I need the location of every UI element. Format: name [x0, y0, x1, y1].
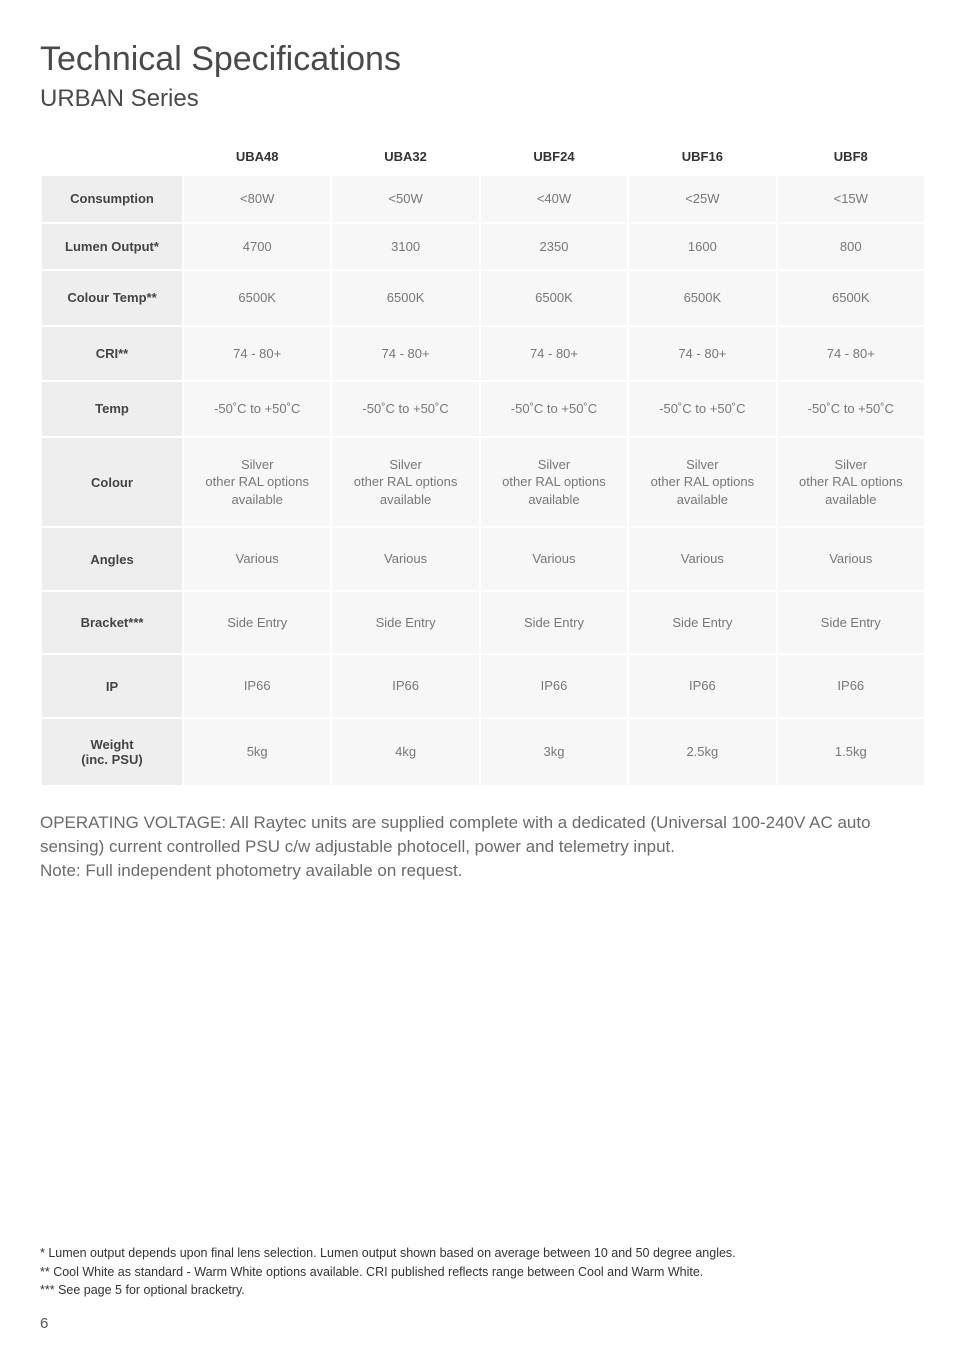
table-cell: IP66 [332, 655, 478, 717]
column-header: UBF8 [778, 139, 924, 174]
footnotes: * Lumen output depends upon final lens s… [40, 1244, 926, 1300]
table-cell: IP66 [481, 655, 627, 717]
table-cell: Various [184, 528, 330, 590]
table-cell: Side Entry [481, 592, 627, 654]
table-cell: -50˚C to +50˚C [778, 382, 924, 436]
table-cell: 2350 [481, 224, 627, 270]
table-cell: -50˚C to +50˚C [629, 382, 775, 436]
table-cell: 2.5kg [629, 719, 775, 785]
row-label: Lumen Output* [42, 224, 182, 270]
table-cell: 74 - 80+ [629, 327, 775, 381]
table-cell: 3kg [481, 719, 627, 785]
table-cell: 1.5kg [778, 719, 924, 785]
footnote-line: *** See page 5 for optional bracketry. [40, 1281, 926, 1300]
table-cell: IP66 [184, 655, 330, 717]
row-label: Consumption [42, 176, 182, 222]
table-corner [42, 139, 182, 174]
table-cell: 6500K [778, 271, 924, 325]
table-cell: 74 - 80+ [778, 327, 924, 381]
table-cell: 6500K [629, 271, 775, 325]
spec-table: UBA48UBA32UBF24UBF16UBF8 Consumption<80W… [40, 137, 926, 787]
table-cell: 3100 [332, 224, 478, 270]
table-cell: 6500K [184, 271, 330, 325]
table-cell: Side Entry [778, 592, 924, 654]
footnote-line: ** Cool White as standard - Warm White o… [40, 1263, 926, 1282]
table-cell: Silver other RAL options available [332, 438, 478, 527]
table-cell: 4700 [184, 224, 330, 270]
footnote-line: * Lumen output depends upon final lens s… [40, 1244, 926, 1263]
table-cell: 74 - 80+ [332, 327, 478, 381]
table-cell: 1600 [629, 224, 775, 270]
row-label: Bracket*** [42, 592, 182, 654]
table-cell: 6500K [332, 271, 478, 325]
column-header: UBA48 [184, 139, 330, 174]
table-cell: <80W [184, 176, 330, 222]
row-label: IP [42, 655, 182, 717]
table-cell: Silver other RAL options available [778, 438, 924, 527]
page-title: Technical Specifications [40, 40, 926, 79]
table-cell: Side Entry [332, 592, 478, 654]
table-cell: Silver other RAL options available [481, 438, 627, 527]
table-cell: -50˚C to +50˚C [332, 382, 478, 436]
table-cell: Various [481, 528, 627, 590]
table-cell: Various [332, 528, 478, 590]
column-header: UBF16 [629, 139, 775, 174]
table-cell: Various [778, 528, 924, 590]
row-label: Temp [42, 382, 182, 436]
table-cell: IP66 [629, 655, 775, 717]
table-cell: Side Entry [629, 592, 775, 654]
page-subtitle: URBAN Series [40, 85, 926, 113]
table-cell: 4kg [332, 719, 478, 785]
table-cell: 6500K [481, 271, 627, 325]
table-cell: Silver other RAL options available [184, 438, 330, 527]
page-number: 6 [40, 1315, 48, 1332]
table-cell: -50˚C to +50˚C [481, 382, 627, 436]
table-cell: -50˚C to +50˚C [184, 382, 330, 436]
row-label: Angles [42, 528, 182, 590]
table-cell: 5kg [184, 719, 330, 785]
row-label: Colour Temp** [42, 271, 182, 325]
table-cell: 74 - 80+ [481, 327, 627, 381]
column-header: UBA32 [332, 139, 478, 174]
table-cell: <50W [332, 176, 478, 222]
table-cell: 74 - 80+ [184, 327, 330, 381]
table-cell: Various [629, 528, 775, 590]
table-cell: <40W [481, 176, 627, 222]
table-cell: Silver other RAL options available [629, 438, 775, 527]
operating-voltage-text: OPERATING VOLTAGE: All Raytec units are … [40, 811, 926, 882]
table-cell: Side Entry [184, 592, 330, 654]
table-cell: <25W [629, 176, 775, 222]
table-cell: IP66 [778, 655, 924, 717]
row-label: Weight (inc. PSU) [42, 719, 182, 785]
row-label: CRI** [42, 327, 182, 381]
table-cell: <15W [778, 176, 924, 222]
table-cell: 800 [778, 224, 924, 270]
row-label: Colour [42, 438, 182, 527]
column-header: UBF24 [481, 139, 627, 174]
